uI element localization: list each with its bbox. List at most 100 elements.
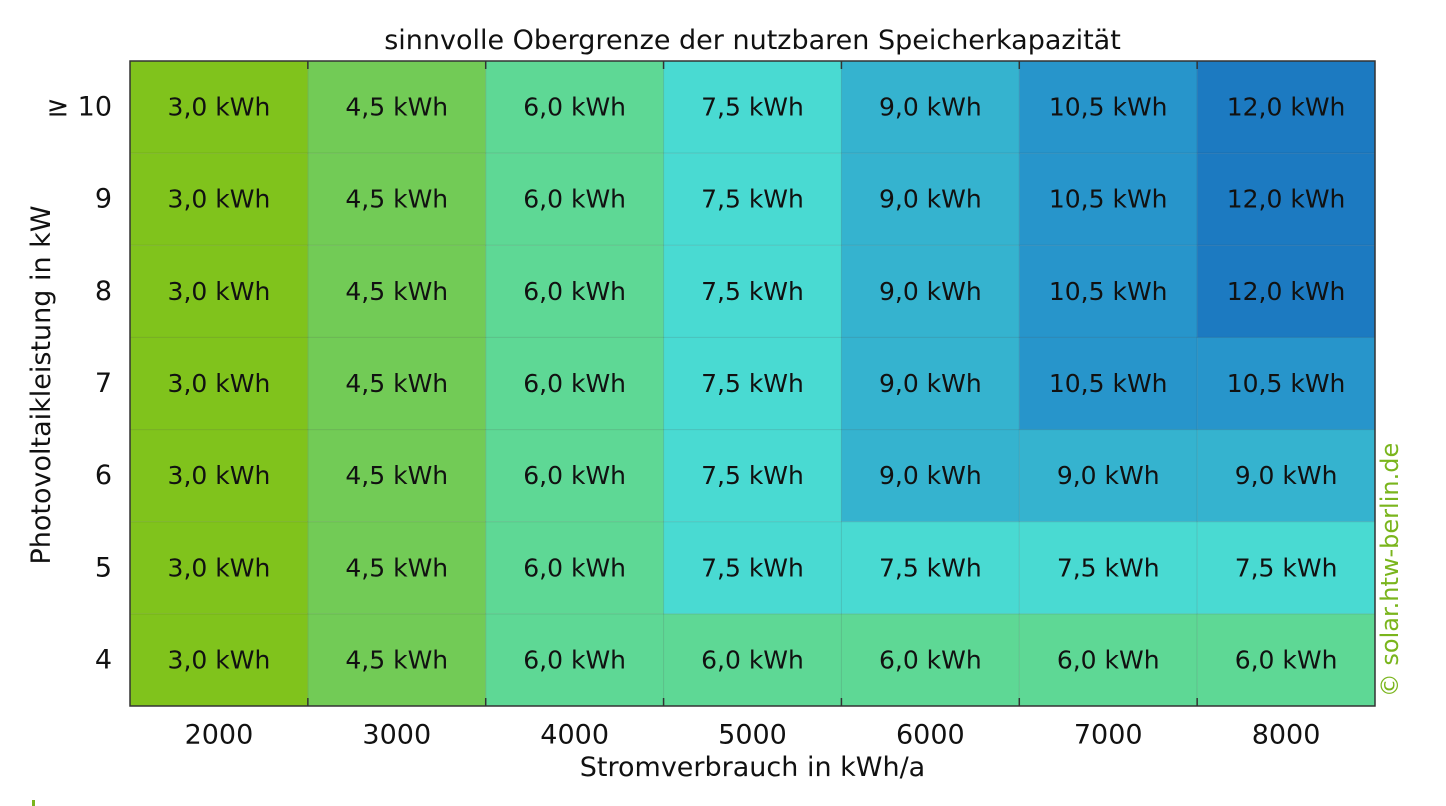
y-axis-label: Photovoltaikleistung in kW [26,205,57,565]
heatmap-cell [1197,429,1375,522]
y-tick-label: ≥ 10 [46,92,112,123]
cell-label: 6,0 kWh [523,553,626,582]
heatmap-cell [841,337,1020,430]
cell-label: 4,5 kWh [345,461,448,490]
heatmap-cell [130,613,308,706]
heatmap-cell [1197,613,1375,706]
y-tick-label: 6 [95,460,112,491]
x-tick-label: 5000 [718,720,787,751]
heatmap-cell [663,153,842,246]
x-tick-label: 2000 [185,720,254,751]
heatmap-cell [485,337,664,430]
heatmap-cell [1019,337,1198,430]
cell-label: 4,5 kWh [345,553,448,582]
cell-label: 9,0 kWh [879,461,982,490]
heatmap-cell [307,429,486,522]
x-tick-label: 4000 [540,720,609,751]
cell-label: 3,0 kWh [168,461,271,490]
cell-label: 3,0 kWh [168,185,271,214]
heatmap-cell [663,429,842,522]
heatmap-cell [1019,429,1198,522]
cell-label: 7,5 kWh [1057,553,1160,582]
heatmap-cell [1019,521,1198,614]
heatmap-cell [1019,153,1198,246]
heatmap-cell [663,613,842,706]
y-tick-label: 5 [95,552,112,583]
heatmap-cell [130,153,308,246]
cell-label: 3,0 kWh [168,553,271,582]
cell-label: 9,0 kWh [879,93,982,122]
heatmap-cell [485,61,664,154]
x-tick-label: 3000 [362,720,431,751]
heatmap-cell [1197,153,1375,246]
heatmap-cell [307,61,486,154]
cell-label: 10,5 kWh [1049,369,1168,398]
cell-label: 6,0 kWh [1057,645,1160,674]
cell-label: 9,0 kWh [1235,461,1338,490]
cell-label: 12,0 kWh [1227,185,1346,214]
heatmap-cell [1019,245,1198,338]
cell-label: 3,0 kWh [168,93,271,122]
cell-label: 3,0 kWh [168,369,271,398]
x-tick-label: 6000 [896,720,965,751]
x-axis-label: Stromverbrauch in kWh/a [579,752,926,783]
heatmap-cell [130,521,308,614]
cell-label: 3,0 kWh [168,277,271,306]
cell-label: 6,0 kWh [523,369,626,398]
heatmap-cell [485,153,664,246]
heatmap-cell [1197,337,1375,430]
heatmap-cell [485,521,664,614]
copyright-notice: © solar.htw-berlin.de [1376,442,1404,698]
heatmap-cell [1197,61,1375,154]
y-tick-label: 7 [95,368,112,399]
cell-label: 10,5 kWh [1049,277,1168,306]
y-tick-label: 8 [95,276,112,307]
cell-label: 9,0 kWh [879,277,982,306]
cell-label: 9,0 kWh [1057,461,1160,490]
heatmap-cell [307,613,486,706]
cell-label: 7,5 kWh [879,553,982,582]
heatmap-cell [307,245,486,338]
cell-label: 4,5 kWh [345,93,448,122]
chart-title: sinnvolle Obergrenze der nutzbaren Speic… [384,25,1121,56]
heatmap-cell [841,429,1020,522]
heatmap-cell [841,245,1020,338]
heatmap-cell [1019,61,1198,154]
y-tick-label: 4 [95,644,112,675]
cell-label: 6,0 kWh [523,277,626,306]
heatmap-cell [841,613,1020,706]
heatmap-cell [307,521,486,614]
cell-label: 6,0 kWh [523,93,626,122]
cell-label: 4,5 kWh [345,645,448,674]
cell-label: 7,5 kWh [701,93,804,122]
corner-mark [32,800,35,806]
x-tick-label: 8000 [1252,720,1321,751]
heatmap-cell [307,337,486,430]
cell-label: 6,0 kWh [879,645,982,674]
heatmap-cell [485,613,664,706]
heatmap-cell [1197,245,1375,338]
cell-label: 7,5 kWh [1235,553,1338,582]
cell-label: 7,5 kWh [701,369,804,398]
heatmap-cell [841,153,1020,246]
heatmap-cell [1197,521,1375,614]
cell-label: 7,5 kWh [701,553,804,582]
heatmap-cell [663,61,842,154]
heatmap-cell [130,61,308,154]
cell-label: 7,5 kWh [701,277,804,306]
plot-frame [129,60,1376,707]
heatmap-cell [130,337,308,430]
heatmap-cell [130,245,308,338]
y-tick-label: 9 [95,184,112,215]
cell-label: 3,0 kWh [168,645,271,674]
cell-label: 7,5 kWh [701,185,804,214]
cell-label: 6,0 kWh [701,645,804,674]
cell-label: 4,5 kWh [345,185,448,214]
heatmap-cell [307,153,486,246]
cell-label: 10,5 kWh [1049,93,1168,122]
cell-label: 4,5 kWh [345,369,448,398]
heatmap-cell [841,521,1020,614]
cell-label: 6,0 kWh [523,185,626,214]
heatmap-cell [1019,613,1198,706]
